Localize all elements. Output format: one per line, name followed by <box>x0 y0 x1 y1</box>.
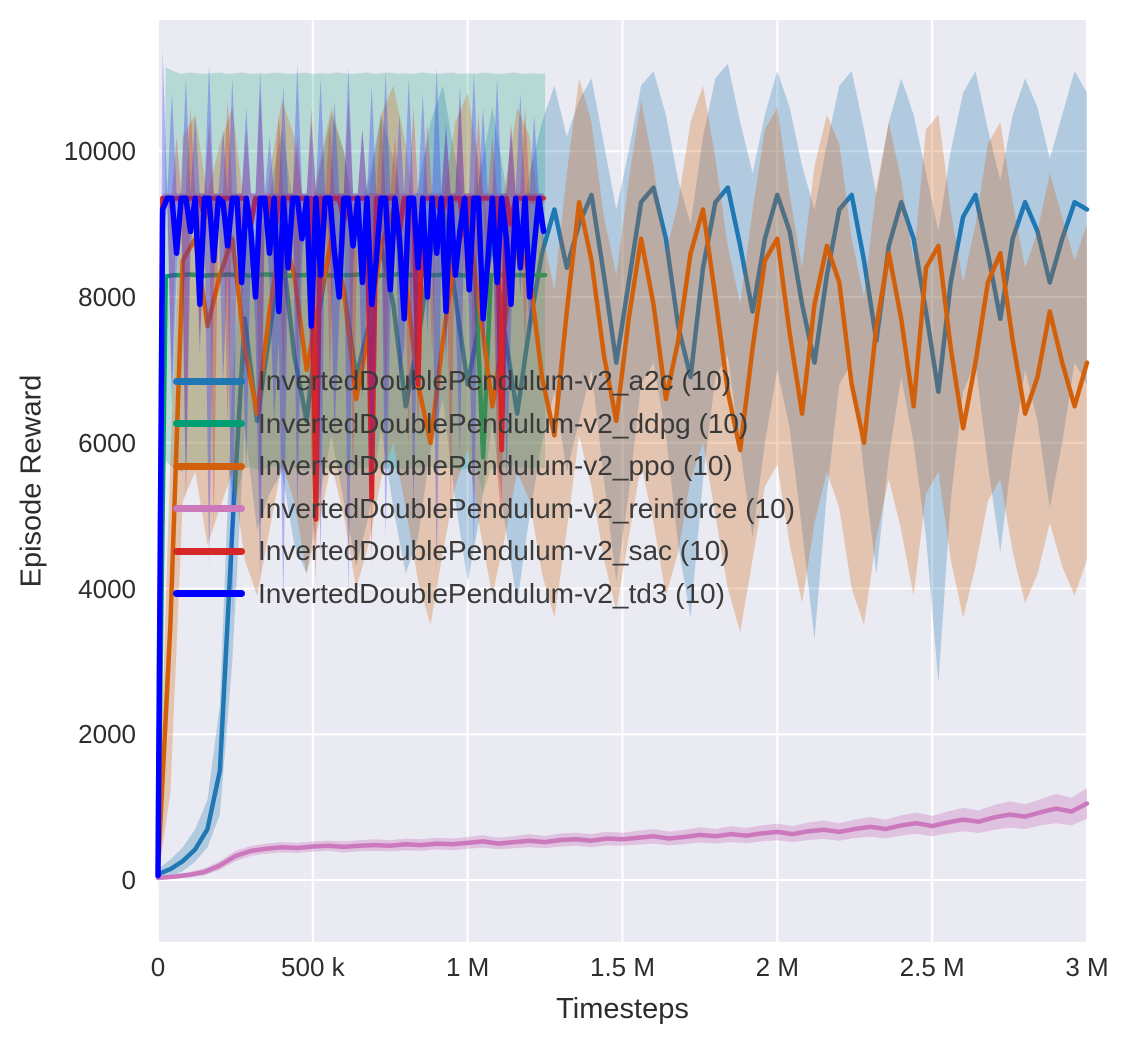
legend-line-swatch-ddpg <box>173 420 245 428</box>
series-line-ddpg <box>155 272 548 874</box>
legend-label: InvertedDoublePendulum-v2_ddpg (10) <box>258 407 749 439</box>
series-line-td3 <box>155 195 547 879</box>
x-tick-label: 500 k <box>281 952 345 982</box>
legend-label: InvertedDoublePendulum-v2_reinforce (10) <box>258 492 795 524</box>
legend-item: InvertedDoublePendulum-v2_td3 (10) <box>173 573 795 616</box>
legend-line-swatch-sac <box>173 547 245 555</box>
legend-line-swatch-td3 <box>173 590 245 598</box>
y-tick-label: 10000 <box>63 136 136 167</box>
x-tick-label: 2.5 M <box>899 952 965 982</box>
series-band-reinforce <box>158 788 1087 880</box>
legend-item: InvertedDoublePendulum-v2_ddpg (10) <box>173 403 795 446</box>
legend-label: InvertedDoublePendulum-v2_sac (10) <box>258 535 730 567</box>
legend-label: InvertedDoublePendulum-v2_ppo (10) <box>258 450 733 482</box>
legend: InvertedDoublePendulum-v2_a2c (10) Inver… <box>173 360 795 615</box>
x-tick-label: 3 M <box>1065 952 1109 982</box>
series-band-sac <box>158 92 544 875</box>
legend-item: InvertedDoublePendulum-v2_sac (10) <box>173 530 795 573</box>
legend-label: InvertedDoublePendulum-v2_td3 (10) <box>258 577 725 609</box>
legend-item: InvertedDoublePendulum-v2_reinforce (10) <box>173 488 795 531</box>
y-tick-label: 4000 <box>78 573 136 604</box>
y-tick-label: 0 <box>121 865 136 896</box>
legend-label: InvertedDoublePendulum-v2_a2c (10) <box>258 365 732 397</box>
legend-line-swatch-reinforce <box>173 505 245 513</box>
y-tick-label: 6000 <box>78 427 136 458</box>
series-line-reinforce <box>155 801 1090 881</box>
legend-line-swatch-a2c <box>173 377 245 385</box>
y-tick-label: 8000 <box>78 281 136 312</box>
x-tick-label: 0 <box>150 952 166 982</box>
legend-line-swatch-ppo <box>173 462 245 470</box>
y-axis-label: Episode Reward <box>15 374 48 588</box>
legend-item: InvertedDoublePendulum-v2_ppo (10) <box>173 445 795 488</box>
y-tick-label: 2000 <box>78 719 136 750</box>
x-tick-label: 1.5 M <box>589 952 656 982</box>
x-axis-label: Timesteps <box>556 993 689 1025</box>
x-tick-label: 1 M <box>445 952 490 982</box>
legend-item: InvertedDoublePendulum-v2_a2c (10) <box>173 360 795 403</box>
x-tick-label: 2 M <box>755 952 799 982</box>
